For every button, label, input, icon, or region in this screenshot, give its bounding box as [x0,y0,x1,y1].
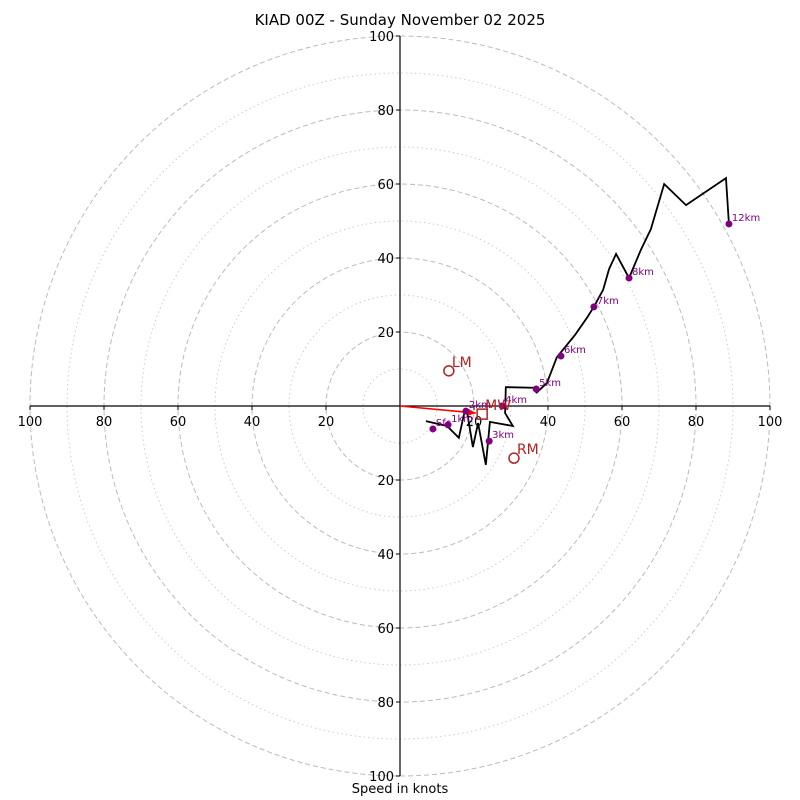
height-point-label: 5km [539,378,561,389]
height-point-8km [625,274,633,282]
height-point-4km [498,402,506,410]
y-tick-label: 100 [369,770,394,785]
height-point-7km [590,303,598,311]
x-tick-label: 60 [170,415,187,430]
x-axis-label: Speed in knots [351,782,449,797]
storm-motion-markers: LM MW RM [443,355,539,464]
x-tick-label: 80 [96,415,113,430]
height-point-label: 1km [451,414,473,425]
height-point-sfc [429,425,437,433]
height-point-label: 4km [505,395,527,406]
marker-label-rm: RM [517,442,539,458]
height-point-2km [462,407,470,415]
y-tick-label: 40 [377,252,394,267]
y-tick-label: 20 [377,474,394,489]
height-point-3km [485,437,493,445]
height-point-1km [444,421,452,429]
height-point-label: 6km [564,345,586,356]
y-tick-label: 100 [369,30,394,45]
marker-label-mw: MW [485,398,511,414]
x-tick-label: 100 [18,415,43,430]
height-point-label: 2km [469,400,491,411]
y-tick-label: 60 [377,178,394,193]
height-point-label: 7km [597,296,619,307]
height-point-6km [557,352,565,360]
x-tick-label: 100 [758,415,783,430]
height-point-label: 3km [492,430,514,441]
series-line-wind-profile [425,176,730,465]
y-tick-label: 80 [377,696,394,711]
marker-label-lm: LM [452,355,472,371]
marker-rm [508,452,520,464]
x-tick-label: 60 [614,415,631,430]
y-tick-label: 60 [377,622,394,637]
x-tick-label: 40 [540,415,557,430]
height-point-label: 8km [632,267,654,278]
y-tick-label: 80 [377,104,394,119]
chart-title: KIAD 00Z - Sunday November 02 2025 [254,11,546,29]
height-point-5km [532,385,540,393]
height-point-label: 12km [732,213,760,224]
height-point-12km [725,220,733,228]
shear-arrow-head [467,408,476,416]
height-point-label: Sfc [436,418,451,429]
marker-mw [476,408,488,420]
wind-trace [425,176,730,465]
y-tick-label: 40 [377,548,394,563]
y-tick-label: 20 [377,326,394,341]
x-tick-label: 40 [244,415,261,430]
x-tick-label: 80 [688,415,705,430]
x-tick-label: 20 [318,415,335,430]
marker-lm [443,365,455,377]
height-points: Sfc 1km 2km 3km 4km 5km 6km 7km 8km 12km [429,213,760,445]
tick-labels: 100 80 60 40 20 20 40 60 80 100100806040202040608… [18,30,783,785]
